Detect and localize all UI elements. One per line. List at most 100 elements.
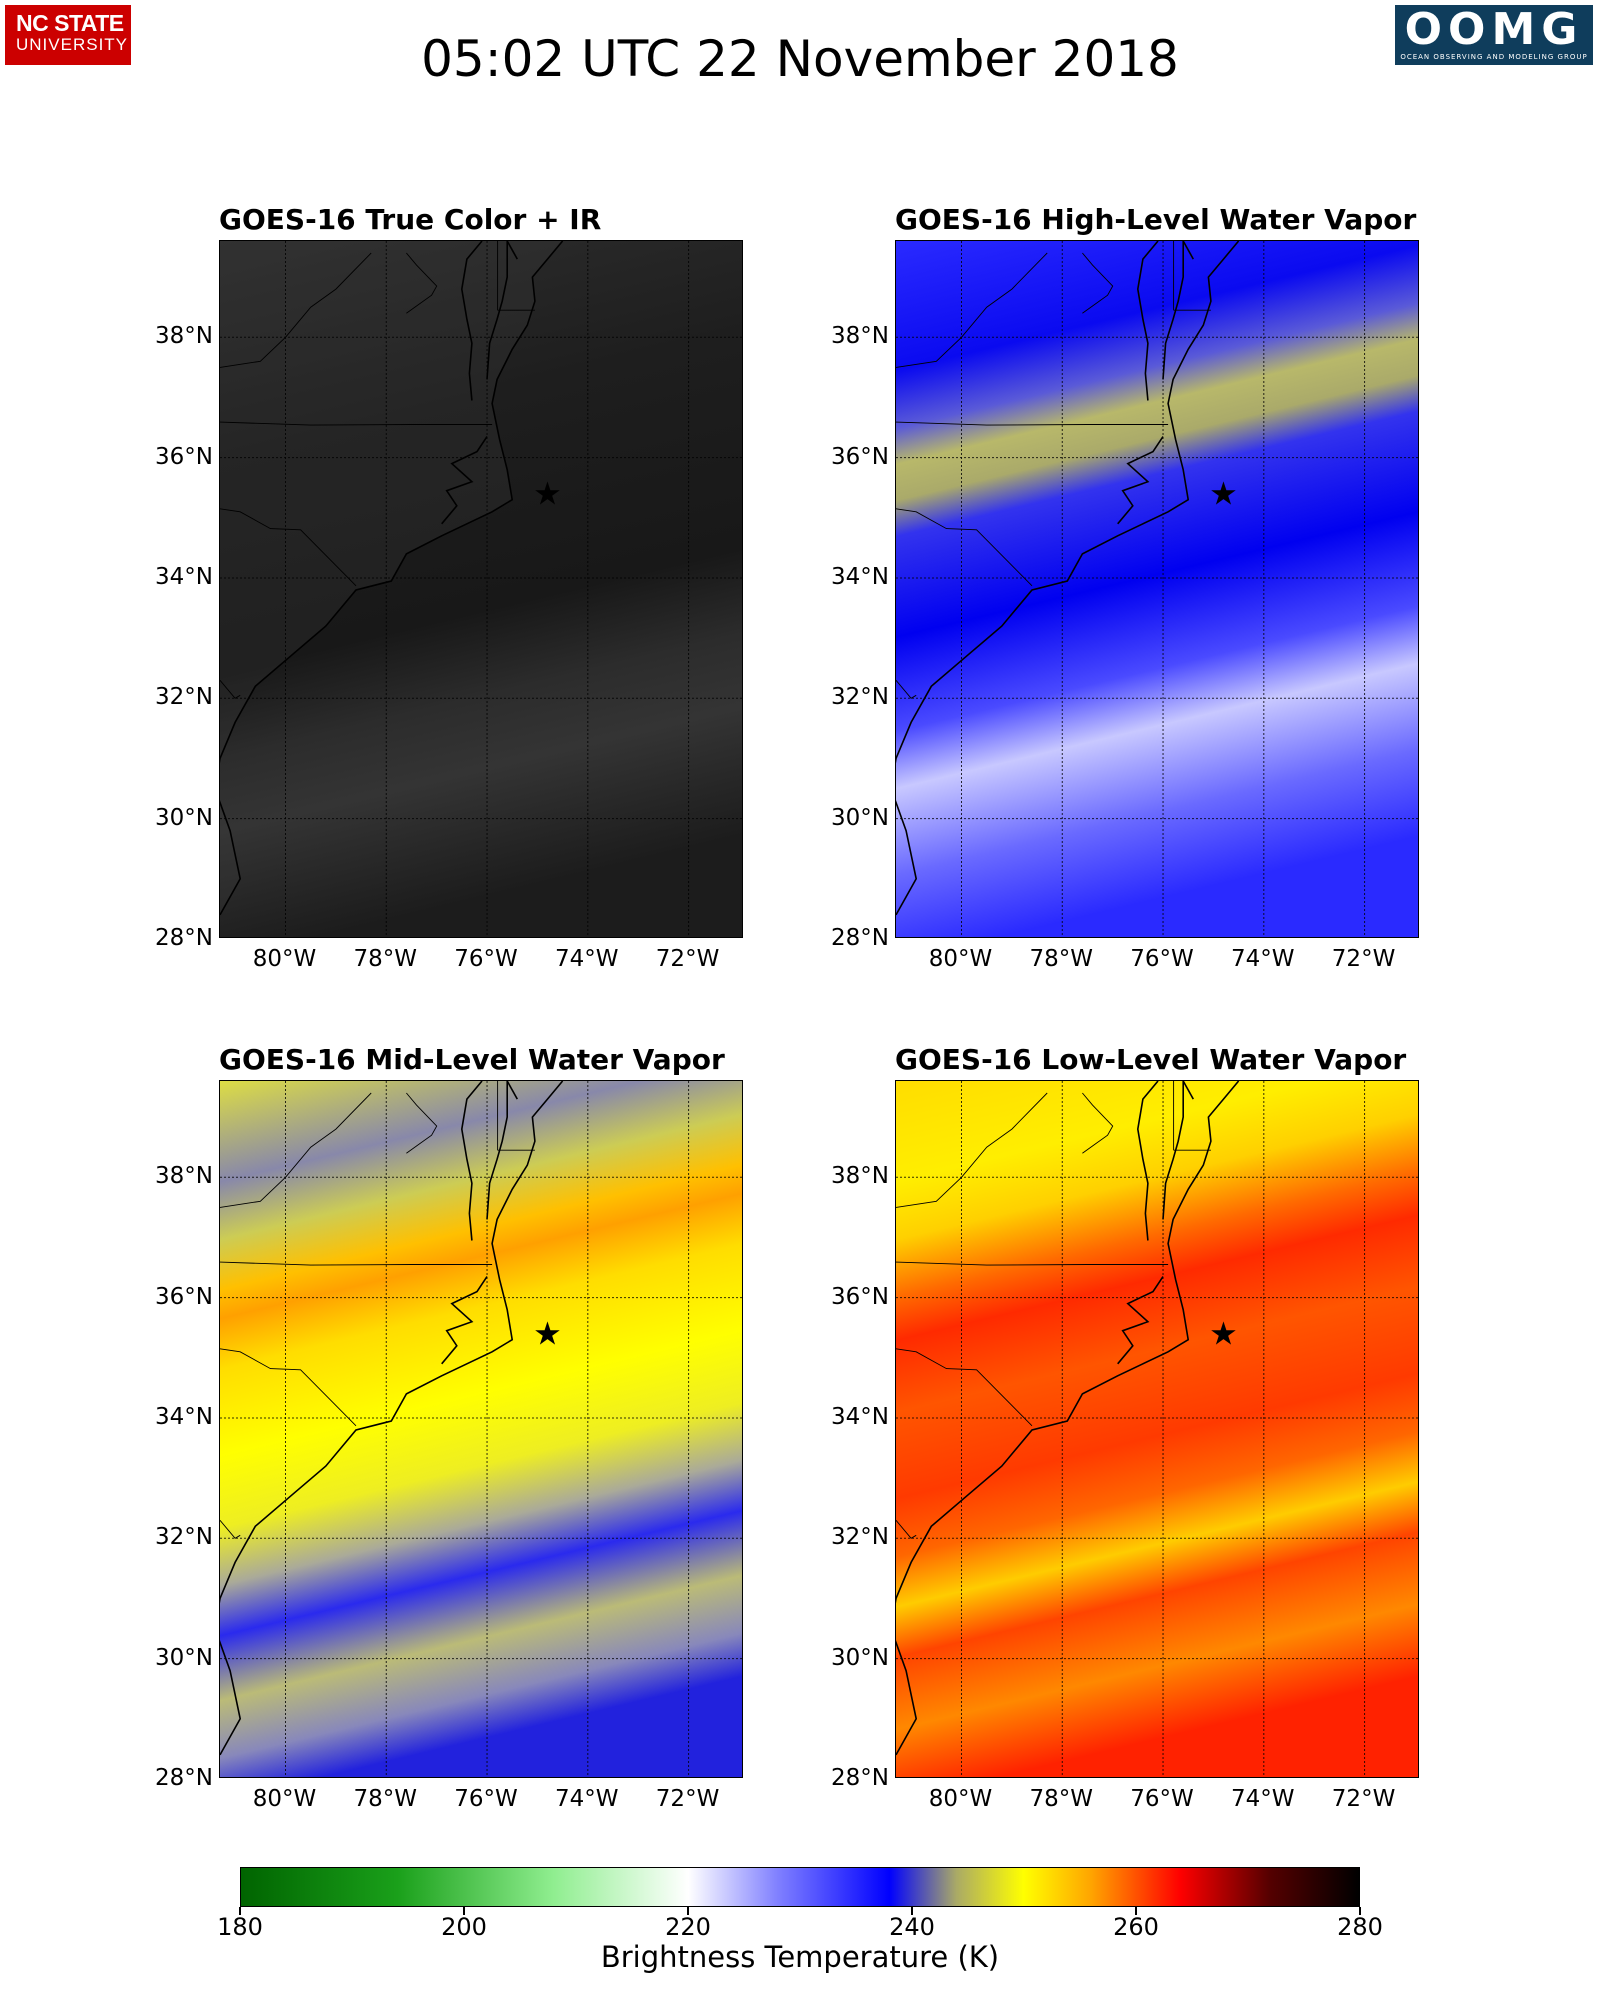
state-border [220,1348,357,1427]
state-border [220,680,241,699]
state-border [896,508,1033,587]
map-canvas: ★ [896,1081,1418,1777]
location-star-marker: ★ [1209,1315,1238,1353]
lat-tick-label: 32°N [155,1524,213,1551]
lat-tick-label: 38°N [831,1163,889,1190]
map-true-color-ir: ★ [219,240,743,938]
coastline [896,1081,1240,1756]
coastline [506,241,518,260]
lat-tick-label: 28°N [831,1765,889,1791]
colorbar-title: Brightness Temperature (K) [600,1940,1000,1974]
map-canvas: ★ [220,1081,742,1777]
colorbar-tick-label: 180 [217,1913,263,1941]
lat-tick-label: 34°N [155,563,213,590]
lon-tick-label: 80°W [252,1786,317,1812]
colorbar-tick-label: 280 [1337,1913,1383,1941]
ncsu-logo-line1: NC STATE [16,10,124,36]
colorbar-tick-label: 220 [665,1913,711,1941]
lat-tick-label: 28°N [831,925,889,951]
map-canvas: ★ [220,241,742,937]
coastline [1136,241,1159,401]
coastline [220,241,564,916]
lat-tick-label: 30°N [155,1644,213,1671]
lon-tick-label: 72°W [655,1786,720,1812]
colorbar-tick-mark [239,1907,241,1915]
map-low-level-wv: ★ [895,1080,1419,1778]
lat-tick-label: 32°N [831,1524,889,1551]
panel-title-true-color: GOES-16 True Color + IR [219,203,602,236]
colorbar-tick-label: 260 [1113,1913,1159,1941]
state-border [220,1092,372,1208]
lat-tick-label: 30°N [831,1644,889,1671]
lat-tick-label: 38°N [831,323,889,350]
lon-tick-label: 78°W [1029,1786,1094,1812]
coastline [460,1081,483,1241]
ncsu-logo-line2: UNIVERSITY [16,35,129,54]
map-canvas: ★ [896,241,1418,937]
colorbar-tick-mark [1359,1907,1361,1915]
lon-tick-label: 72°W [655,946,720,972]
lat-tick-label: 36°N [155,443,213,470]
lon-tick-label: 76°W [454,1786,518,1812]
state-border [896,252,1048,368]
map-high-level-wv: ★ [895,240,1419,938]
ncsu-logo: NC STATE UNIVERSITY [5,5,131,65]
state-border [896,1520,917,1539]
lon-tick-label: 80°W [928,946,993,972]
panel-title-mid-level-wv: GOES-16 Mid-Level Water Vapor [219,1043,725,1076]
oomg-logo: OOMG OCEAN OBSERVING AND MODELING GROUP [1395,5,1593,65]
lon-tick-label: 78°W [353,946,418,972]
state-border [896,1261,1169,1266]
lat-tick-label: 30°N [155,804,213,831]
coastline [1117,1276,1164,1365]
colorbar-tick-label: 200 [441,1913,487,1941]
lon-tick-label: 76°W [1130,946,1194,972]
page-title: 05:02 UTC 22 November 2018 [421,30,1179,88]
colorbar-tick-mark [1135,1907,1137,1915]
state-border [896,421,1169,426]
panel-title-low-level-wv: GOES-16 Low-Level Water Vapor [895,1043,1407,1076]
colorbar-tick-mark [687,1907,689,1915]
lon-tick-label: 74°W [1231,946,1295,972]
coastline [1182,241,1194,260]
state-border [1082,252,1114,314]
lon-tick-label: 74°W [555,1786,619,1812]
state-border [406,252,438,314]
coastline [506,1081,518,1100]
location-star-marker: ★ [1209,475,1238,513]
brightness-temperature-field [896,241,1418,937]
lon-tick-label: 78°W [353,1786,418,1812]
land-area [220,241,563,915]
lat-tick-label: 28°N [155,1765,213,1791]
coastline [220,1081,564,1756]
lat-tick-label: 30°N [831,804,889,831]
lon-tick-label: 76°W [1130,1786,1194,1812]
brightness-temperature-field [220,241,742,937]
lat-tick-label: 32°N [155,684,213,711]
lon-tick-label: 72°W [1331,1786,1396,1812]
panel-title-high-level-wv: GOES-16 High-Level Water Vapor [895,203,1417,236]
lon-tick-label: 74°W [555,946,619,972]
state-border [896,680,917,699]
state-border [220,508,357,587]
coastline [441,436,488,525]
coastline [1117,436,1164,525]
lat-tick-label: 36°N [831,1283,889,1310]
coastline [441,1276,488,1365]
state-border [220,1261,493,1266]
state-border [1082,1092,1114,1154]
brightness-temperature-field [220,1081,742,1777]
state-border [406,1092,438,1154]
lat-tick-label: 34°N [155,1403,213,1430]
oomg-logo-main: OOMG [1404,4,1584,55]
lon-tick-label: 78°W [1029,946,1094,972]
map-mid-level-wv: ★ [219,1080,743,1778]
state-border [896,1348,1033,1427]
coastline [1182,1081,1194,1100]
coastline [460,241,483,401]
colorbar-tick-mark [463,1907,465,1915]
lon-tick-label: 76°W [454,946,518,972]
state-border [220,252,372,368]
lon-tick-label: 72°W [1331,946,1396,972]
brightness-temperature-field [896,1081,1418,1777]
